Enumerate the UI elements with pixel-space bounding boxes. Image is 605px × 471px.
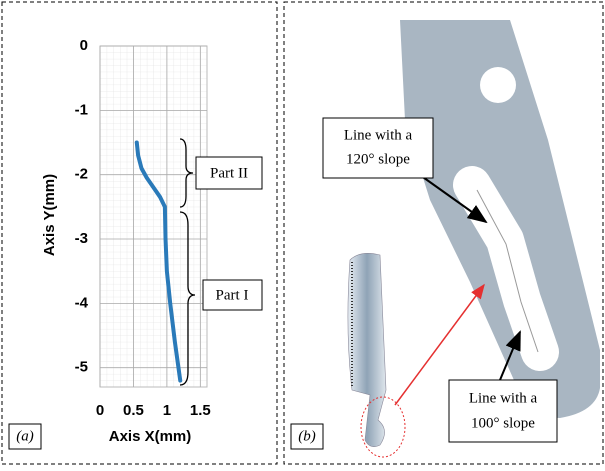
- panel-label: (b): [298, 428, 316, 444]
- x-tick-label: 0.5: [123, 402, 144, 419]
- page: {"chart_data": {"type": "line", "x_label…: [0, 0, 605, 466]
- y-axis-title: Axis Y(mm): [41, 174, 58, 256]
- annotation: 100° slope: [471, 415, 535, 431]
- annotation: Line with a: [469, 390, 538, 406]
- panel-label: (a): [16, 428, 34, 444]
- figure: 1.5 1 0.5 0 -5 -4 -3 -2 -1 0 Axis X(mm) Axis Y(mm)…: [0, 0, 605, 466]
- x-tick-label: 1.5: [190, 402, 211, 419]
- x-tick-label: 0: [96, 402, 104, 419]
- annotation: Line with a: [344, 127, 413, 143]
- x-axis-title: Axis X(mm): [109, 428, 192, 445]
- plot-area: [100, 46, 207, 387]
- hole: [480, 67, 516, 103]
- diagram: Line with a 120° slope Line with a 100° …: [291, 20, 600, 457]
- chart: 1.5 1 0.5 0 -5 -4 -3 -2 -1 0 Axis X(mm) Axis Y(mm)…: [9, 37, 262, 449]
- annotation: Part I: [216, 287, 249, 303]
- y-tick-label: -5: [75, 359, 88, 376]
- annotation: Part II: [210, 165, 248, 181]
- x-tick-label: 1: [163, 402, 171, 419]
- y-tick-label: -2: [75, 166, 88, 183]
- annotation-box: [449, 380, 557, 442]
- blade: [348, 253, 386, 446]
- y-tick-label: -1: [75, 101, 88, 118]
- y-tick-label: 0: [80, 37, 88, 54]
- annotation: 120° slope: [346, 151, 410, 167]
- y-tick-label: -4: [75, 294, 89, 311]
- y-tick-label: -3: [75, 230, 88, 247]
